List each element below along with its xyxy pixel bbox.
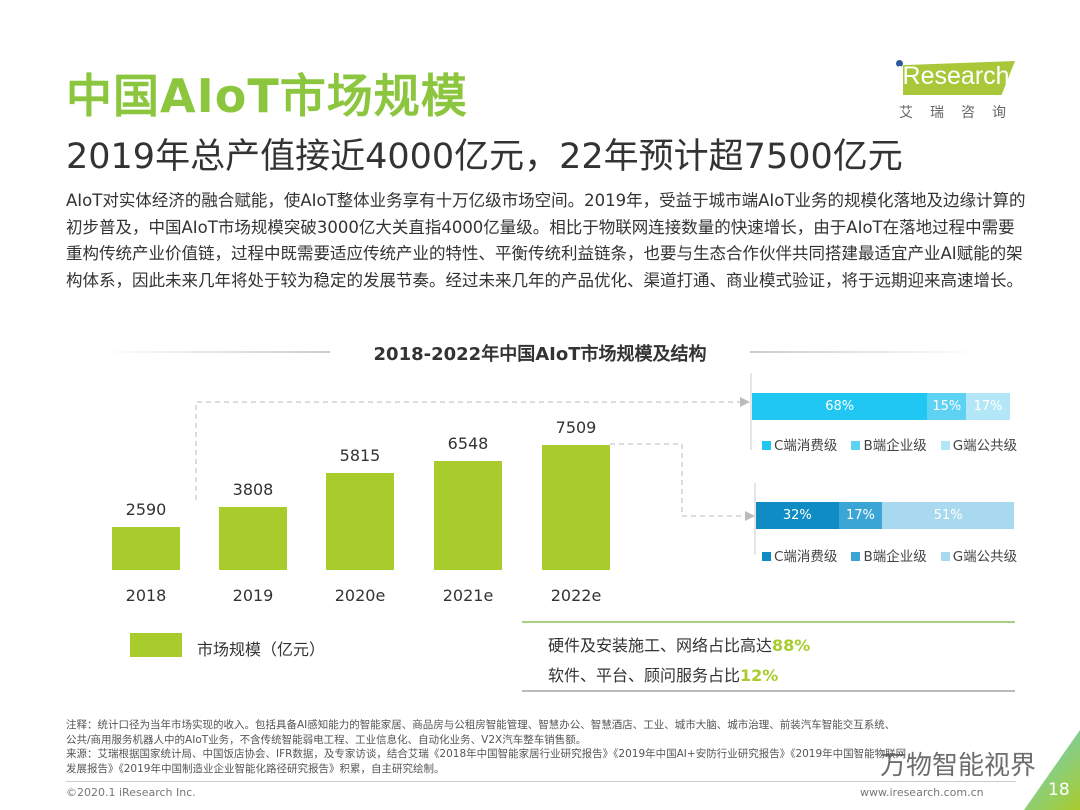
connector-lines: [195, 373, 1015, 692]
value-label: 7509: [555, 418, 597, 437]
arrow-2019: [740, 397, 750, 407]
bar-2018: [112, 526, 180, 570]
legend-item: B端企业级: [851, 434, 927, 454]
segment-B端企业级: 15%: [927, 393, 967, 420]
copyright: ©2020.1 iResearch Inc.: [66, 786, 196, 799]
source-line: 来源：艾瑞根据国家统计局、中国饭店协会、IFR数据，及专家访谈，结合艾瑞《201…: [66, 748, 907, 760]
software-value: 12%: [740, 666, 779, 685]
x-tick-label: 2022e: [550, 586, 602, 605]
value-label: 3808: [232, 479, 274, 499]
value-label: 2590: [125, 499, 167, 519]
source-line: 发展报告》《2019年中国制造业企业智能化路径研究报告》积累，自主研究绘制。: [66, 762, 445, 775]
segment-C端消费级: 32%: [756, 502, 839, 529]
watermark: 万物智能视界: [880, 751, 1037, 781]
legend-item: G端公共级: [940, 434, 1017, 454]
legend-swatch: [762, 552, 771, 561]
structure-bar-2019: 68% 15% 17%: [752, 393, 1010, 420]
legend-2022: C端消费级 B端企业级 G端公共级: [762, 545, 1017, 565]
bar-2019: [219, 506, 287, 570]
x-tick-label: 2021e: [442, 586, 494, 605]
legend-swatch: [851, 552, 861, 561]
value-label: 6548: [447, 433, 489, 453]
segment-C端消费级: 68%: [752, 393, 928, 420]
legend-item: G端公共级: [940, 545, 1017, 565]
footer-rule: [66, 781, 1016, 782]
legend-item: C端消费级: [762, 545, 837, 565]
legend-label: 市场规模（亿元）: [197, 640, 326, 659]
body-text: AIoT对实体经济的融合赋能，使AIoT整体业务享有十万亿级市场空间。2019年…: [66, 191, 1026, 290]
hardware-text: 硬件及安装施工、网络占比高达: [548, 636, 773, 655]
value-label: 5815: [339, 446, 381, 466]
site-url[interactable]: www.iresearch.com.cn: [860, 786, 984, 799]
bar-chart: 2590 2018 3808 2019 5815 2020e 6548 2021e 7509 20…: [112, 418, 610, 605]
legend-2019: C端消费级 B端企业级 G端公共级: [762, 434, 1017, 454]
x-tick-label: 2020e: [334, 586, 386, 605]
bar-2020e: [326, 473, 394, 570]
segment-G端公共级: 17%: [966, 393, 1010, 420]
structure-bar-2022: 32% 17% 51%: [756, 502, 1014, 529]
x-tick-label: 2019: [232, 586, 274, 605]
bar-2022e: [542, 445, 610, 570]
bar-2021e: [434, 460, 502, 570]
page-subtitle: 2019年总产值接近4000亿元，22年预计超7500亿元: [66, 137, 903, 177]
hardware-share-note: 硬件及安装施工、网络占比高达88%: [548, 632, 810, 656]
legend-item: C端消费级: [762, 434, 837, 454]
logo-cn: 艾瑞咨询: [899, 105, 1023, 121]
footnote: 注释：统计口径为当年市场实现的收入。包括具备AI感知能力的智能家居、商品房与公租…: [66, 718, 1026, 776]
page-title: 中国AIoT市场规模: [66, 69, 468, 123]
hardware-value: 88%: [772, 636, 811, 655]
segment-G端公共级: 51%: [882, 502, 1014, 529]
divider: [100, 351, 330, 353]
note-line: 公共/商用服务机器人中的AIoT业务，不含传统智能弱电工程、工业信息化、自动化业…: [66, 733, 587, 746]
segment-B端企业级: 17%: [838, 502, 883, 529]
legend-swatch: [762, 441, 771, 450]
iresearch-logo: iResearch 艾瑞咨询: [893, 56, 1028, 126]
legend-swatch: [130, 633, 182, 657]
software-share-note: 软件、平台、顾问服务占比12%: [548, 662, 778, 686]
legend-item: B端企业级: [851, 545, 927, 565]
legend-swatch: [940, 441, 950, 450]
arrow-2022: [745, 511, 755, 521]
logo-word: iResearch: [897, 62, 1010, 90]
x-tick-label: 2018: [125, 586, 167, 605]
software-text: 软件、平台、顾问服务占比: [548, 666, 741, 685]
legend-swatch: [940, 552, 950, 561]
connector-2022: [610, 443, 745, 517]
chart-title: 2018-2022年中国AIoT市场规模及结构: [373, 344, 707, 365]
legend-swatch: [851, 441, 861, 450]
note-line: 注释：统计口径为当年市场实现的收入。包括具备AI感知能力的智能家居、商品房与公租…: [66, 719, 896, 731]
connector-2019: [195, 401, 740, 500]
page-number: 18: [1048, 780, 1070, 800]
